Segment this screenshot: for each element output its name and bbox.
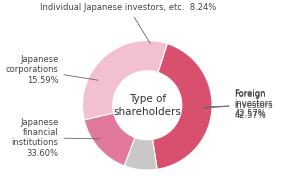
Text: Foreign
investors
42.57%: Foreign investors 42.57% (203, 89, 273, 118)
Wedge shape (124, 138, 157, 170)
Text: Japanese
financial
institutions
33.60%: Japanese financial institutions 33.60% (12, 118, 100, 158)
Text: Foreign
investors
42.57%: Foreign investors 42.57% (203, 90, 273, 120)
Text: Japanese
corporations
15.59%: Japanese corporations 15.59% (6, 55, 98, 85)
Text: Type of
shareholders: Type of shareholders (113, 94, 181, 117)
Text: Individual Japanese investors, etc.  8.24%: Individual Japanese investors, etc. 8.24… (40, 3, 216, 43)
Wedge shape (83, 40, 167, 120)
Wedge shape (84, 113, 135, 166)
Wedge shape (153, 44, 212, 169)
